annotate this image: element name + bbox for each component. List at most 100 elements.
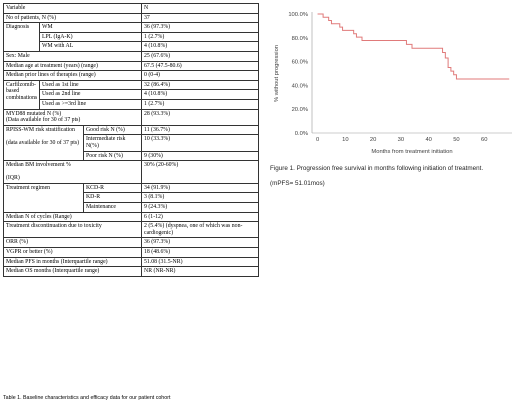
x-tick-label: 0 [316,137,319,143]
sub-label: KD-R [82,192,143,204]
row-value: 1 (2.7%) [141,98,260,110]
x-axis-label: Months from treatment initiation [371,149,452,155]
row-value: 4 (10.8%) [141,41,260,52]
sub-label: Used as >=3rd line [38,98,143,110]
x-tick-label: 60 [481,137,487,143]
pfs-chart: 0.0% 20.0% 40.0% 60.0% 80.0% 100.0% 0 10 20 30 40… [274,12,512,155]
row-label: Treatment regimen [3,182,84,213]
table-row: Used as >=3rd line 1 (2.7%) [4,98,260,110]
row-label: No of patients, N (%) [2,12,143,24]
table-row: No of patients, N (%) 37 [2,12,260,24]
mpfs-text: (mPFS= 51.01mos) [270,180,325,187]
table-row: Median PFS in months (Interquartile rang… [2,256,260,268]
header-variable: Variable [2,3,143,14]
row-value: 32 (86.4%) [141,79,260,91]
y-tick-label: 60.0% [292,60,308,66]
row-value: 6 (1-12) [141,211,260,223]
table-row: Treatment regimen KCD-R 34 (91.9%) [3,182,260,213]
row-label: MYD88 mutated N (%) (Data available for 3… [2,108,143,126]
sub-label: Used as 1st line [38,79,143,91]
row-value: 1 (2.7%) [141,31,260,43]
row-label: Diagnosis [3,22,40,52]
sub-label: LPL (IgA-K) [38,31,143,43]
y-tick-label: 40.0% [292,83,308,89]
sub-label: Maintenance [82,202,143,213]
row-label: Median BM involvement % (IQR) [2,160,143,184]
table-row: ORR (%) 36 (97.3%) [2,237,260,249]
table-caption: Table 1. Baseline characteristics and ef… [3,395,171,401]
row-label: Carfilzomib-based combinations [3,79,40,110]
y-axis-label: % without progression [274,45,280,102]
table-row: Median age at treatment (years) (range) … [2,60,260,72]
row-label: Median prior lines of therapies (range) [2,70,143,81]
table-row: Treatment discontinuation due to toxicit… [2,221,260,239]
table-row: LPL (IgA-K) 1 (2.7%) [4,31,260,43]
sub-label: Intermediate risk N(%) [82,134,143,152]
bm-label: Median BM involvement % [6,162,71,169]
row-value: 36 (97.3%) [141,22,260,33]
y-tick-label: 0.0% [295,131,308,137]
header-n: N [141,3,260,14]
sub-label: Poor risk N (%) [82,150,143,162]
sub-label: WM [38,22,143,33]
rpiss-sub: (data available for 30 of 37 pts) [6,139,80,146]
figure-caption: Figure 1. Progression free survival in m… [270,165,518,195]
row-label: Median PFS in months (Interquartile rang… [2,256,143,268]
table-row: Diagnosis WM 36 (97.3%) [3,22,260,52]
sub-label: KCD-R [82,182,143,194]
myd88-label: MYD88 mutated N (%) [6,110,62,117]
x-tick-label: 30 [398,137,404,143]
row-value: 30% (20-60%) [141,160,260,184]
row-label: Treatment discontinuation due to toxicit… [2,221,143,239]
row-value: 37 [141,12,260,24]
chart-axes [311,12,512,134]
x-tick-label: 20 [370,137,376,143]
row-value: 25 (67.6%) [141,50,260,62]
survival-curve [317,13,510,80]
table-row: Median prior lines of therapies (range) … [2,70,260,81]
table-header-row: Variable N [2,3,260,14]
row-label: Sex: Male [2,50,143,62]
row-value: 51.08 (31.5-NR) [141,256,260,268]
row-label: Median OS months (Interquartile range) [2,266,143,277]
table-row: Median OS months (Interquartile range) N… [2,266,260,277]
x-tick-label: 50 [453,137,459,143]
table-row: RPISS-WM risk stratification (data availa… [3,124,260,162]
table-row: Sex: Male 25 (67.6%) [2,50,260,62]
table-row: Median BM involvement % (IQR) 30% (20-60%… [2,160,260,184]
row-label: RPISS-WM risk stratification (data availa… [3,124,84,162]
row-value: 28 (93.3%) [141,108,260,126]
y-tick-labels: 0.0% 20.0% 40.0% 60.0% 80.0% 100.0% [288,12,308,137]
row-value: 36 (97.3%) [141,237,260,249]
row-value: 2 (5.4%) (dyspnea, one of which was non-… [141,221,260,239]
row-value: 10 (33.3%) [141,134,260,152]
x-tick-label: 10 [342,137,348,143]
row-value: 11 (36.7%) [141,124,260,136]
sub-label: WM with AL [38,41,143,52]
row-value: 0 (0-4) [141,70,260,81]
bm-sub: (IQR) [6,175,20,182]
y-tick-label: 20.0% [292,107,308,113]
row-label: Median N of cycles (Range) [2,211,143,223]
x-tick-label: 40 [425,137,431,143]
table-row: Intermediate risk N(%) 10 (33.3%) [4,134,260,152]
table-row: Carfilzomib-based combinations Used as 1… [3,79,260,110]
chart-series [317,13,510,80]
row-value: 9 (24.3%) [141,202,260,213]
sub-label: Used as 2nd line [38,89,143,100]
table-row: MYD88 mutated N (%) (Data available for 3… [2,108,260,126]
table-row: VGPR or better (%) 18 (48.6%) [2,247,260,258]
myd88-sub: (Data available for 30 of 37 pts) [6,117,81,124]
row-label: ORR (%) [2,237,143,249]
row-value: 34 (91.9%) [141,182,260,194]
row-label: VGPR or better (%) [2,247,143,258]
x-tick-labels: 0 10 20 30 40 50 60 [316,137,488,143]
sub-label: Good risk N (%) [82,124,143,136]
row-value: 3 (8.1%) [141,192,260,204]
row-value: NR (NR-NR) [141,266,260,277]
row-value: 67.5 (47.5-80.6) [141,60,260,72]
y-tick-label: 100.0% [288,12,308,18]
table-row: Used as 2nd line 4 (10.8%) [4,89,260,100]
baseline-characteristics-table: Variable N No of patients, N (%) 37 Diag… [2,3,260,277]
table-row: WM with AL 4 (10.8%) [4,41,260,52]
